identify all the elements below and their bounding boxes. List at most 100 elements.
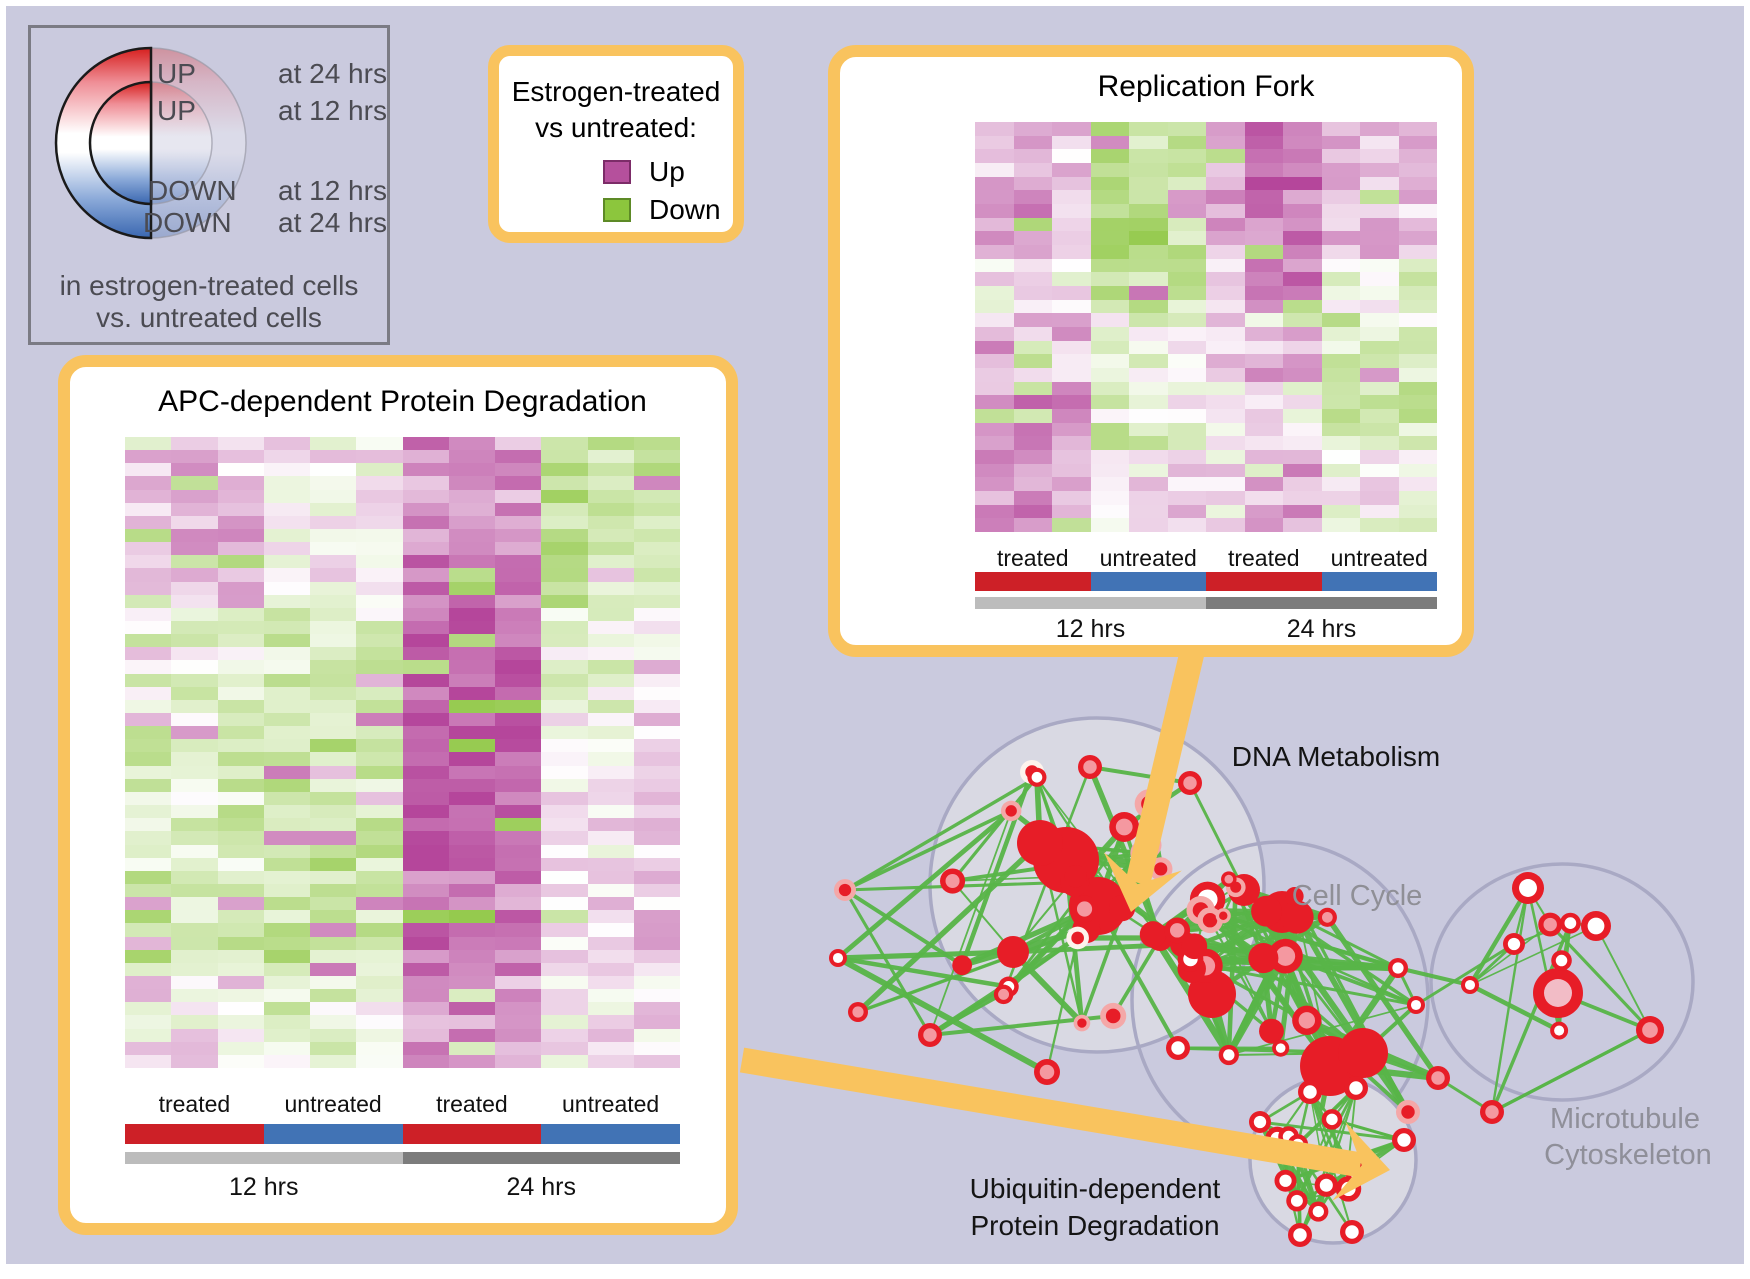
heatmap-cell [217, 529, 264, 543]
heatmap-cell [975, 395, 1014, 409]
heatmap-cell [171, 647, 218, 661]
heatmap-cell [633, 621, 680, 635]
heatmap-cell [633, 962, 680, 976]
heatmap-cell [448, 765, 495, 779]
heatmap-cell [402, 542, 449, 556]
heatmap-cell [171, 621, 218, 635]
heatmap-cell [1398, 491, 1437, 505]
heatmap-cell [541, 463, 588, 477]
heatmap-cell [495, 607, 542, 622]
heatmap-cell [310, 660, 357, 674]
heatmap-cell [1244, 354, 1283, 368]
heatmap-cell [310, 463, 357, 477]
heatmap-cell [495, 489, 542, 503]
heatmap-cell [1360, 286, 1399, 300]
heatmap-cell [495, 739, 542, 753]
heatmap-cell [1321, 149, 1360, 163]
heatmap-cell [975, 231, 1014, 245]
heatmap-cell [633, 489, 680, 503]
heatmap-cell [448, 936, 495, 950]
heatmap-cell [310, 437, 357, 451]
heatmap-cell [541, 450, 588, 464]
heatmap-cell [448, 883, 495, 898]
heatmap-cell [541, 831, 588, 845]
heatmap-cell [541, 857, 588, 871]
heatmap-cell [633, 765, 680, 779]
heatmap-cell [495, 962, 542, 976]
heatmap-cell [217, 581, 264, 595]
heatmap-cell [356, 1015, 403, 1029]
heatmap-cell [587, 910, 634, 924]
heatmap-cell [1360, 272, 1399, 286]
heatmap-cell [1360, 504, 1399, 519]
heatmap-cell [356, 1041, 403, 1055]
heatmap-cell [1206, 258, 1245, 273]
heatmap-cell [171, 962, 218, 976]
heatmap-cell [541, 936, 588, 950]
heatmap-cell [1244, 368, 1283, 382]
heatmap-cell [1052, 245, 1091, 259]
heatmap-cell [448, 450, 495, 464]
heatmap-cell [356, 647, 403, 661]
heatmap-cell [356, 910, 403, 924]
heatmap-cell [1129, 354, 1168, 368]
heatmap-cell [1283, 395, 1322, 409]
heatmap-cell [263, 463, 310, 477]
heatmap-cell [633, 910, 680, 924]
heatmap-cell [541, 621, 588, 635]
heatmap-cell [1244, 340, 1283, 355]
network-bridge-edge [1188, 781, 1246, 892]
heatmap-cell [587, 726, 634, 740]
heatmap-cell [1013, 327, 1052, 341]
ring-inner-left-half [88, 80, 153, 206]
heatmap-cell [1321, 135, 1360, 150]
heatmap-cell [263, 752, 310, 766]
heatmap-cell [975, 299, 1014, 314]
heatmap-cell [1167, 149, 1206, 163]
heatmap-cell [1244, 231, 1283, 245]
heatmap-cell [310, 805, 357, 819]
heatmap-cell [1013, 313, 1052, 327]
cell-cycle-node-core [1410, 999, 1422, 1011]
heatmap-cell [1244, 327, 1283, 341]
heatmap-cell [171, 568, 218, 582]
heatmap-cell [125, 739, 172, 753]
heatmap-cell [356, 581, 403, 595]
heatmap-cell [495, 791, 542, 806]
heatmap-cell [402, 502, 449, 516]
heatmap-cell [1283, 313, 1322, 327]
heatmap-cell [310, 897, 357, 911]
heatmap-cell [125, 502, 172, 516]
heatmap-cell [263, 621, 310, 635]
heatmap-cell [356, 686, 403, 700]
heatmap-cell [633, 791, 680, 806]
heatmap-cell [1360, 313, 1399, 327]
dna-metabolism-node-core [945, 873, 960, 889]
heatmap-cell [1206, 217, 1245, 232]
heatmap-cell [217, 437, 264, 451]
up-color-swatch [603, 160, 631, 184]
heatmap-cell [495, 437, 542, 451]
heatmap-cell [633, 515, 680, 530]
heatmap-cell [1167, 450, 1206, 464]
heatmap-cell [217, 621, 264, 635]
heatmap-cell [356, 1054, 403, 1068]
heatmap-cell [1090, 491, 1129, 505]
heatmap-cell [356, 962, 403, 976]
heatmap-cell [448, 542, 495, 556]
heatmap-cell [1321, 176, 1360, 191]
heatmap-cell [1206, 436, 1245, 450]
heatmap-cell [402, 555, 449, 569]
heatmap-cell [263, 594, 310, 608]
heatmap-cell [310, 568, 357, 582]
heatmap-cell [217, 857, 264, 871]
heatmap-cell [356, 555, 403, 569]
heatmap-cell [171, 699, 218, 714]
ring-up12-time: at 12 hrs [278, 95, 387, 126]
heatmap-cell [1283, 504, 1322, 519]
cell-cycle-node-core [1431, 1071, 1445, 1085]
ubiquitin-node-core [1279, 1174, 1292, 1187]
heatmap-cell [171, 975, 218, 990]
heatmap-cell [495, 831, 542, 845]
heatmap-cell [541, 765, 588, 779]
